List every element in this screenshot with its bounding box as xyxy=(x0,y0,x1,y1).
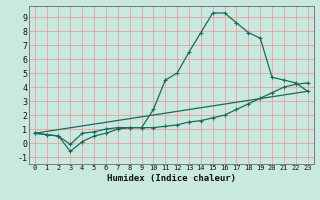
X-axis label: Humidex (Indice chaleur): Humidex (Indice chaleur) xyxy=(107,174,236,183)
